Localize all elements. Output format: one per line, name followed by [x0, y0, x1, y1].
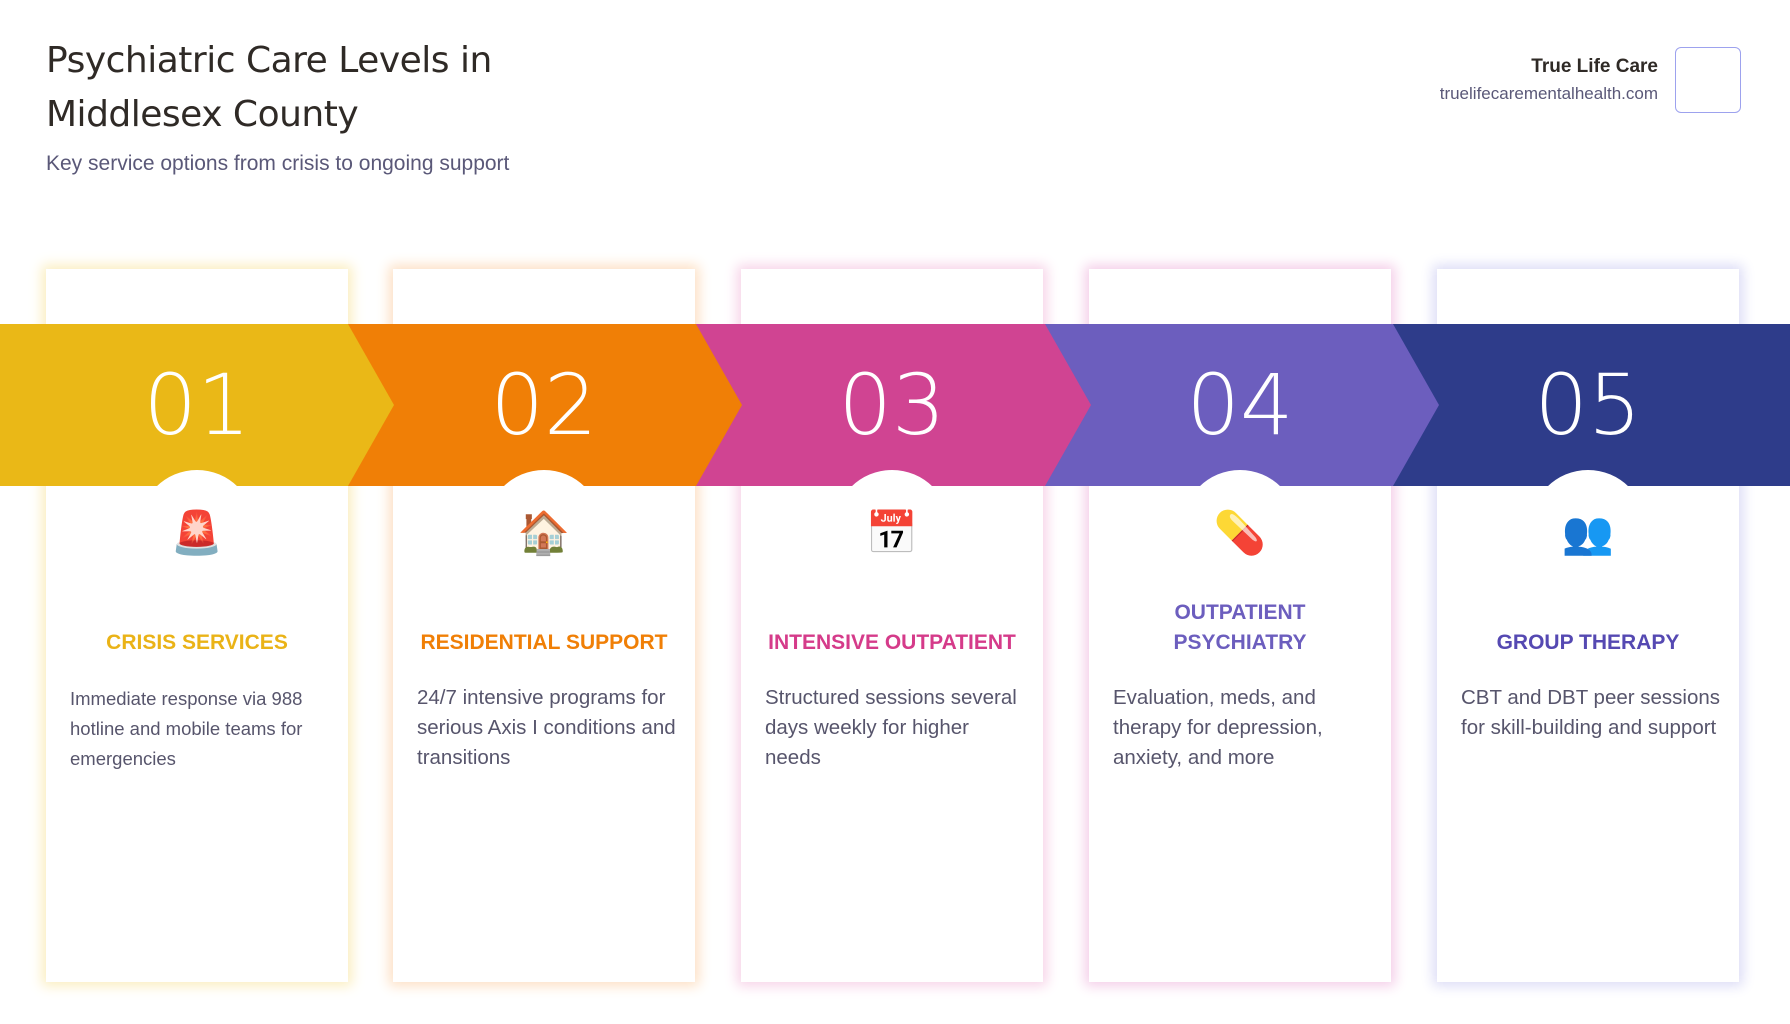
card-body-bg	[46, 486, 348, 586]
card-body-bg	[1437, 486, 1739, 586]
pill-icon: 💊	[1213, 509, 1267, 556]
step-description: CBT and DBT peer sessions for skill-buil…	[1461, 686, 1721, 739]
step-banner	[0, 324, 1790, 486]
step-arrow-segment	[1045, 324, 1439, 486]
logo-placeholder	[1675, 47, 1741, 113]
step-description: Immediate response via 988 hotline and m…	[70, 688, 303, 769]
step-title: CRISIS SERVICES	[106, 631, 288, 654]
step-arrow-segment	[1393, 324, 1790, 486]
step-number: 03	[838, 356, 946, 454]
people-icon: 👥	[1561, 509, 1615, 556]
card-body-bg	[393, 486, 695, 586]
step-arrow-segment	[348, 324, 742, 486]
step-arrow-segment	[0, 324, 394, 486]
step-title: INTENSIVE OUTPATIENT	[768, 631, 1016, 654]
house-icon: 🏠	[517, 509, 571, 556]
step-number: 02	[490, 356, 598, 454]
card-body-bg	[1089, 486, 1391, 586]
page-title: Psychiatric Care Levels in Middlesex Cou…	[46, 40, 492, 135]
step-number: 05	[1534, 356, 1642, 454]
step-number: 01	[143, 356, 251, 454]
step-title: RESIDENTIAL SUPPORT	[420, 631, 668, 654]
step-description: 24/7 intensive programs for serious Axis…	[417, 686, 676, 769]
step-title: GROUP THERAPY	[1496, 631, 1680, 654]
step-description: Evaluation, meds, and therapy for depres…	[1113, 686, 1323, 769]
police-light-icon: 🚨	[170, 509, 224, 556]
step-number: 04	[1186, 356, 1294, 454]
step-arrow-segment	[696, 324, 1091, 486]
brand: True Life Care truelifecarementalhealth.…	[1440, 56, 1658, 104]
calendar-icon: 📅	[865, 509, 919, 556]
brand-url: truelifecarementalhealth.com	[1439, 84, 1658, 103]
card-body-bg	[741, 486, 1043, 586]
brand-name: True Life Care	[1531, 56, 1658, 77]
page-subtitle: Key service options from crisis to ongoi…	[46, 152, 510, 175]
step-description: Structured sessions several days weekly …	[765, 686, 1017, 769]
step-title: OUTPATIENT PSYCHIATRY	[1173, 601, 1307, 654]
